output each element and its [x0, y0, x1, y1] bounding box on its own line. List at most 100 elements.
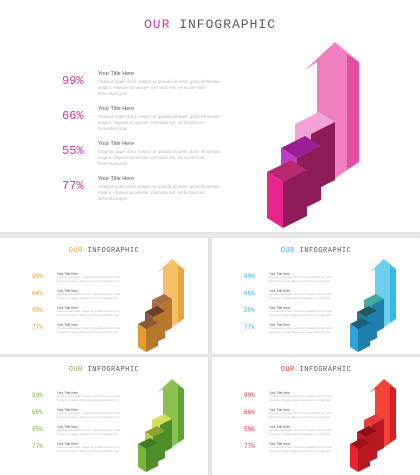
item-body: Vivamus quam dolor, tempor ac gravida si… — [98, 114, 221, 132]
percentage-value: 99% — [62, 74, 84, 88]
item-body: Vivamus quam dolor, tempor ac gravida si… — [57, 446, 120, 453]
step-side-face — [146, 323, 158, 352]
item-body: Vivamus quam dolor, tempor ac gravida si… — [269, 429, 332, 436]
slide-thumbnail-red[interactable]: OUR INFOGRAPHIC 99% Your Title Here Viva… — [212, 357, 420, 475]
percentage-value: 55% — [32, 426, 43, 433]
step-front-face — [267, 172, 283, 228]
percentage-value: 77% — [32, 443, 43, 450]
arrow-shape — [369, 379, 396, 448]
slide-title: OUR INFOGRAPHIC — [212, 247, 420, 255]
step-side-face — [358, 443, 370, 472]
step-side-face — [146, 443, 158, 472]
item-body: Vivamus quam dolor, tempor ac gravida si… — [269, 293, 332, 300]
arrow-side-face — [390, 265, 396, 323]
item-title: Your Title Here — [98, 71, 135, 77]
item-body: Vivamus quam dolor, tempor ac gravida si… — [57, 276, 120, 283]
slide-thumbnail-orange[interactable]: OUR INFOGRAPHIC 99% Your Title Here Viva… — [0, 238, 208, 354]
step-front-face — [350, 444, 358, 472]
item-title: Your Title Here — [98, 176, 135, 182]
item-title: Your Title Here — [269, 442, 290, 446]
item-title: Your Title Here — [57, 408, 78, 412]
arrow-side-face — [178, 385, 184, 443]
percentage-value: 66% — [62, 109, 84, 123]
item-body: Vivamus quam dolor, tempor ac gravida si… — [98, 149, 221, 167]
title-accent-word: OUR — [280, 247, 295, 255]
title-word: INFOGRAPHIC — [179, 17, 277, 32]
step-top-face — [145, 306, 165, 317]
item-title: Your Title Here — [57, 306, 78, 310]
item-title: Your Title Here — [269, 289, 290, 293]
item-title: Your Title Here — [98, 141, 135, 147]
slide-title: OUR INFOGRAPHIC — [212, 366, 420, 374]
step-top-face — [364, 414, 384, 425]
title-accent-word: OUR — [143, 17, 171, 32]
item-body: Vivamus quam dolor, tempor ac gravida si… — [269, 446, 332, 453]
stair-arrow-graphic — [350, 259, 396, 352]
step-top-face — [295, 112, 335, 134]
stair-arrow-graphic — [138, 259, 184, 352]
item-body: Vivamus quam dolor, tempor ac gravida si… — [57, 293, 120, 300]
item-title: Your Title Here — [57, 289, 78, 293]
title-accent-word: OUR — [280, 366, 295, 374]
step-front-face — [138, 444, 146, 472]
step-top-face — [152, 294, 172, 305]
percentage-value: 55% — [244, 307, 255, 314]
percentage-value: 99% — [244, 392, 255, 399]
percentage-value: 77% — [32, 324, 43, 331]
percentage-value: 77% — [244, 324, 255, 331]
title-word: INFOGRAPHIC — [299, 366, 352, 374]
slide-main[interactable]: OUR INFOGRAPHIC 99% Your Title Here Viva… — [0, 0, 420, 232]
step-top-face — [357, 306, 377, 317]
item-body: Vivamus quam dolor, tempor ac gravida si… — [269, 395, 332, 402]
percentage-value: 77% — [62, 179, 84, 193]
item-body: Vivamus quam dolor, tempor ac gravida si… — [57, 395, 120, 402]
item-body: Vivamus quam dolor, tempor ac gravida si… — [57, 429, 120, 436]
item-title: Your Title Here — [269, 391, 290, 395]
step-top-face — [357, 426, 377, 437]
arrow-shape — [157, 379, 184, 448]
slide-title: OUR INFOGRAPHIC — [0, 247, 208, 255]
step-top-face — [152, 414, 172, 425]
item-body: Vivamus quam dolor, tempor ac gravida si… — [269, 276, 332, 283]
arrow-shape — [157, 259, 184, 328]
item-title: Your Title Here — [57, 323, 78, 327]
step-top-face — [267, 160, 307, 182]
title-accent-word: OUR — [68, 366, 83, 374]
item-body: Vivamus quam dolor, tempor ac gravida si… — [269, 310, 332, 317]
item-title: Your Title Here — [98, 106, 135, 112]
step-side-face — [283, 170, 307, 228]
percentage-value: 77% — [244, 443, 255, 450]
title-word: INFOGRAPHIC — [87, 366, 140, 374]
item-body: Vivamus quam dolor, tempor ac gravida si… — [98, 184, 221, 202]
item-body: Vivamus quam dolor, tempor ac gravida si… — [269, 412, 332, 419]
item-title: Your Title Here — [269, 408, 290, 412]
percentage-value: 99% — [32, 392, 43, 399]
item-title: Your Title Here — [269, 306, 290, 310]
stair-arrow-graphic — [267, 42, 359, 228]
step-top-face — [350, 438, 370, 449]
item-title: Your Title Here — [269, 323, 290, 327]
item-title: Your Title Here — [57, 391, 78, 395]
stair-arrow-graphic — [350, 379, 396, 472]
item-body: Vivamus quam dolor, tempor ac gravida si… — [57, 412, 120, 419]
step-top-face — [138, 438, 158, 449]
step-top-face — [138, 318, 158, 329]
item-body: Vivamus quam dolor, tempor ac gravida si… — [98, 79, 221, 97]
step-side-face — [358, 323, 370, 352]
step-top-face — [281, 136, 321, 158]
stair-arrow-graphic — [138, 379, 184, 472]
title-word: INFOGRAPHIC — [299, 247, 352, 255]
slide-title: OUR INFOGRAPHIC — [0, 17, 420, 32]
slide-thumbnail-green[interactable]: OUR INFOGRAPHIC 99% Your Title Here Viva… — [0, 357, 208, 475]
slide-thumbnail-blue[interactable]: OUR INFOGRAPHIC 99% Your Title Here Viva… — [212, 238, 420, 354]
percentage-value: 99% — [32, 273, 43, 280]
step-top-face — [145, 426, 165, 437]
percentage-value: 66% — [32, 409, 43, 416]
percentage-value: 66% — [244, 290, 255, 297]
percentage-value: 66% — [244, 409, 255, 416]
title-word: INFOGRAPHIC — [87, 247, 140, 255]
item-body: Vivamus quam dolor, tempor ac gravida si… — [269, 327, 332, 334]
arrow-side-face — [390, 385, 396, 443]
item-title: Your Title Here — [269, 425, 290, 429]
arrow-side-face — [178, 265, 184, 323]
